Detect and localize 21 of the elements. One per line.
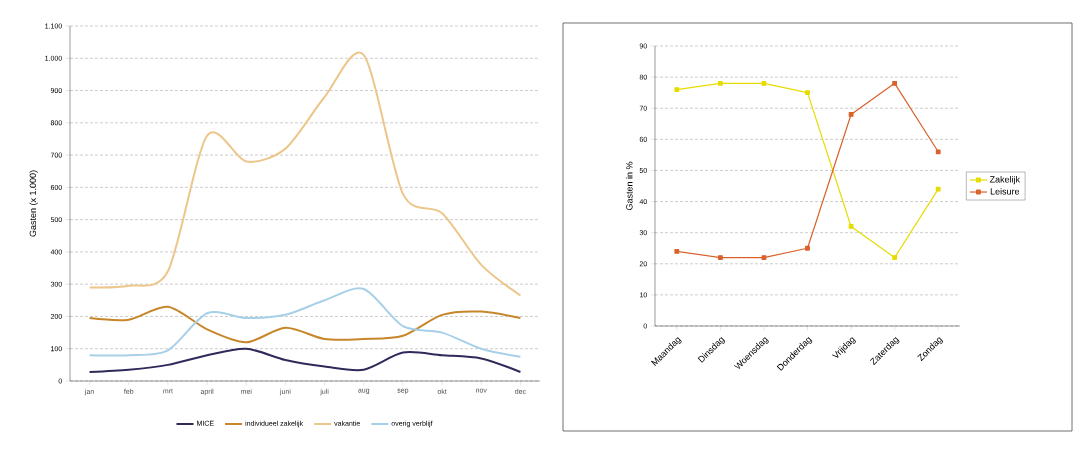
point — [717, 255, 723, 260]
point — [717, 80, 723, 86]
point — [892, 80, 898, 86]
legend-label: Leisure — [990, 188, 1020, 195]
point — [935, 186, 941, 192]
point — [848, 224, 854, 229]
point — [848, 112, 854, 117]
point — [674, 87, 680, 92]
point — [761, 255, 767, 260]
y-axis-title: Gasten (x 1.000) — [29, 170, 38, 237]
line-series — [88, 287, 522, 358]
point — [935, 149, 941, 155]
y-axis-title: Gasten in % — [625, 161, 633, 211]
legend-label: Zakelijk — [989, 175, 1021, 185]
point — [805, 245, 810, 251]
line-series — [88, 347, 522, 373]
point — [674, 248, 680, 254]
line-series — [88, 305, 522, 344]
point — [761, 80, 767, 86]
point — [892, 255, 898, 260]
point — [805, 90, 810, 96]
